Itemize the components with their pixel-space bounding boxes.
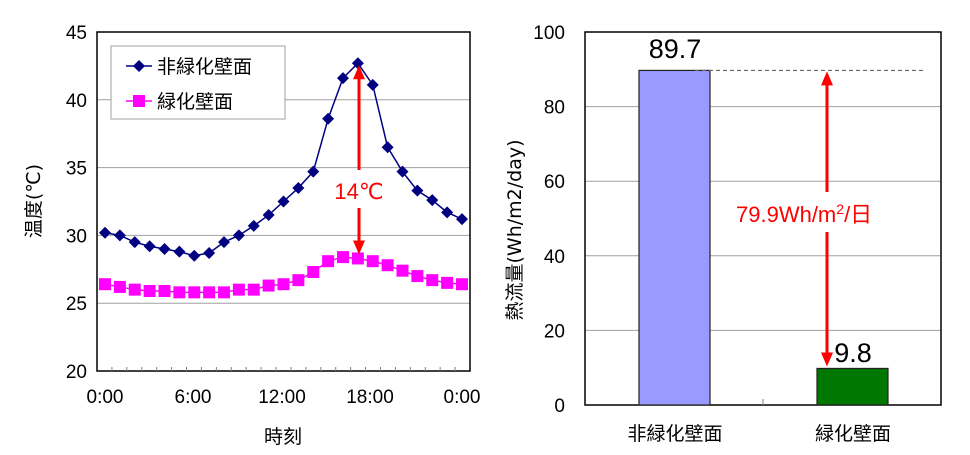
square-marker (262, 279, 275, 292)
x-category-label: 緑化壁面 (815, 423, 891, 445)
bar-2 (816, 367, 889, 406)
x-category-label: 非緑化壁面 (627, 423, 722, 445)
square-marker (307, 266, 320, 279)
diamond-marker (441, 206, 454, 219)
diamond-marker (99, 226, 111, 239)
temperature-chart-svg: 20 25 30 35 40 45 0:00 6:00 12:00 18:00 0:00 時刻 温度(℃… (23, 23, 481, 448)
heat-flux-chart: 0 20 40 60 80 100 89.7 9.8 非緑化壁面 緑化壁面 熱流量(Wh/m2/da… (485, 0, 970, 455)
annotation-superscript: 2 (836, 201, 844, 217)
diamond-marker (307, 165, 320, 178)
bar-value-label: 9.8 (834, 338, 872, 368)
x-tick-label: 18:00 (346, 387, 394, 408)
square-marker (232, 283, 245, 296)
arrow-down-icon (821, 352, 833, 367)
arrow-up-icon (353, 65, 365, 80)
diamond-marker (277, 195, 290, 208)
y-tick-label: 35 (66, 159, 87, 180)
square-marker (381, 259, 394, 272)
square-marker (277, 278, 290, 291)
annotation-tail: /日 (844, 202, 872, 227)
square-marker (128, 283, 141, 296)
diamond-marker (337, 72, 349, 85)
diamond-marker (128, 236, 141, 249)
square-marker (396, 264, 409, 277)
heat-flux-chart-svg: 0 20 40 60 80 100 89.7 9.8 非緑化壁面 緑化壁面 熱流量(Wh/m2/da… (504, 23, 942, 445)
x-axis-title: 時刻 (264, 426, 302, 448)
y-tick-label: 25 (66, 294, 87, 315)
arrow-up-icon (821, 71, 833, 86)
square-marker (337, 251, 349, 264)
square-marker (218, 286, 230, 299)
square-marker (456, 278, 468, 291)
square-marker (366, 255, 379, 268)
x-tick-label: 0:00 (444, 387, 481, 408)
square-marker (203, 286, 216, 299)
legend-square-icon (133, 95, 145, 107)
diamond-marker (143, 240, 156, 253)
legend-label: 非緑化壁面 (157, 56, 252, 78)
y-tick-label: 80 (544, 98, 565, 119)
bar-1 (638, 69, 711, 406)
y-tick-label: 60 (544, 172, 565, 193)
y-axis-title: 熱流量(Wh/m2/day) (504, 139, 526, 320)
diamond-marker (292, 181, 305, 194)
y-tick-label: 40 (544, 247, 565, 268)
square-marker (173, 286, 186, 299)
diamond-marker (411, 184, 424, 197)
diamond-marker (173, 245, 186, 258)
y-tick-label: 100 (533, 23, 565, 44)
x-tick-label: 6:00 (175, 387, 212, 408)
heat-flux-difference-label: 79.9Wh/m2/日 (736, 201, 872, 227)
y-tick-label: 45 (66, 23, 87, 44)
bar-value-label: 89.7 (649, 34, 702, 64)
diamond-marker (218, 236, 230, 249)
square-marker (351, 252, 364, 265)
diamond-marker (322, 112, 335, 125)
diamond-marker (247, 219, 260, 232)
square-marker (143, 284, 156, 297)
plot-area (96, 31, 471, 372)
temperature-difference-label: 14℃ (334, 179, 383, 204)
square-marker (113, 280, 126, 293)
y-tick-label: 40 (66, 91, 87, 112)
legend-label: 緑化壁面 (157, 91, 233, 113)
y-axis-title: 温度(℃) (23, 164, 45, 238)
diamond-marker (351, 57, 364, 70)
diamond-marker (262, 209, 275, 222)
square-marker (441, 276, 454, 289)
y-tick-label: 20 (66, 362, 87, 383)
diamond-marker (232, 229, 245, 242)
arrow-down-icon (353, 240, 365, 255)
square-marker (426, 274, 439, 287)
square-marker (247, 283, 260, 296)
square-marker (322, 255, 335, 268)
y-tick-label: 20 (544, 321, 565, 342)
diamond-marker (113, 229, 126, 242)
diamond-marker (203, 247, 216, 260)
square-marker (411, 270, 424, 283)
y-tick-label: 30 (66, 226, 87, 247)
diamond-marker (381, 141, 394, 154)
diamond-marker (396, 165, 409, 178)
diamond-marker (456, 213, 468, 226)
diamond-marker (158, 242, 171, 255)
diamond-marker (426, 194, 439, 207)
square-marker (99, 278, 111, 291)
legend-diamond-icon (133, 60, 145, 72)
annotation-main: 79.9Wh/m (736, 202, 836, 227)
square-marker (158, 284, 171, 297)
diamond-marker (366, 78, 379, 91)
temperature-chart: 20 25 30 35 40 45 0:00 6:00 12:00 18:00 0:00 時刻 温度(℃… (23, 23, 481, 448)
square-marker (188, 286, 201, 299)
x-tick-label: 12:00 (258, 387, 306, 408)
x-tick-label: 0:00 (87, 387, 124, 408)
square-marker (292, 274, 305, 287)
y-tick-label: 0 (554, 396, 565, 417)
diamond-marker (188, 249, 201, 262)
